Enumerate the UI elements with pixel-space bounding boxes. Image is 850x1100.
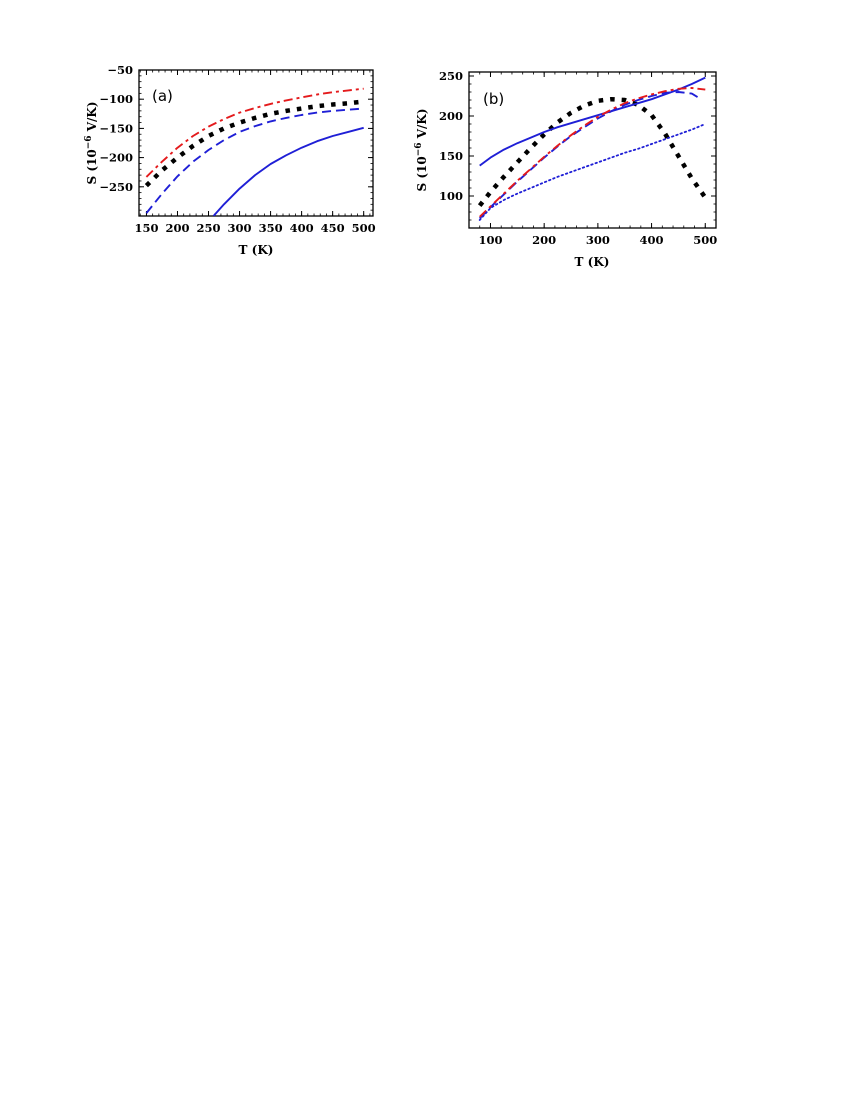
y-axis-label-b: S (10−6 V/K) — [414, 108, 429, 191]
x-tick-label-a-4: 350 — [259, 221, 283, 235]
y-tick-label-a-4: −50 — [107, 63, 133, 77]
x-tick-label-a-5: 400 — [290, 221, 314, 235]
x-axis-label-a: T (K) — [239, 243, 274, 257]
plot-frame-b — [468, 71, 717, 229]
y-tick-label-a-1: −200 — [99, 151, 133, 165]
series-line-b-0 — [477, 96, 708, 207]
panel-a: 150 200 250 300 350 400 450 500 −250 −200 −150 −100… — [84, 63, 376, 257]
x-tick-label-b-3: 400 — [640, 233, 664, 247]
y-axis-label-a: S (10−6 V/K) — [84, 101, 99, 184]
x-tick-label-a-2: 250 — [197, 221, 221, 235]
panel-label-b: (b) — [483, 90, 504, 108]
x-axis-label-b: T (K) — [575, 255, 610, 269]
series-line-a-3 — [212, 126, 364, 216]
x-tick-label-b-1: 200 — [532, 233, 556, 247]
series-group-b — [477, 76, 708, 221]
x-tick-label-a-6: 450 — [321, 221, 345, 235]
series-line-b-4 — [478, 123, 707, 221]
y-axis-label-b-tail: V/K) — [415, 108, 429, 142]
y-axis-label-a-tail: V/K) — [85, 101, 99, 135]
series-line-a-1 — [144, 99, 364, 188]
ticks-b: 100 200 300 400 500 100 150 200 250 — [439, 69, 717, 247]
y-axis-label-a-main: S (10 — [85, 149, 99, 184]
series-line-a-0 — [145, 87, 364, 178]
y-tick-label-b-0: 100 — [439, 189, 463, 203]
x-tick-label-a-0: 150 — [134, 221, 158, 235]
y-axis-label-a-sup: −6 — [84, 135, 94, 149]
plot-frame-a — [138, 69, 374, 217]
ticks-a: 150 200 250 300 350 400 450 500 −250 −200 −150 −100… — [99, 63, 375, 235]
x-tick-label-a-1: 200 — [165, 221, 189, 235]
y-tick-label-a-0: −250 — [99, 180, 133, 194]
y-tick-label-a-3: −100 — [99, 92, 133, 106]
x-tick-label-b-2: 300 — [586, 233, 610, 247]
y-axis-label-b-main: S (10 — [415, 156, 429, 191]
x-tick-label-b-4: 500 — [693, 233, 717, 247]
chart-figure: 150 200 250 300 350 400 450 500 −250 −200 −150 −100… — [84, 63, 717, 269]
x-tick-label-b-0: 100 — [478, 233, 502, 247]
y-axis-label-b-sup: −6 — [414, 142, 424, 156]
y-tick-label-b-1: 150 — [439, 149, 463, 163]
panel-b: 100 200 300 400 500 100 150 200 250 (b) T (K) S … — [414, 69, 717, 269]
figure: 150 200 250 300 350 400 450 500 −250 −200 −150 −100… — [0, 0, 850, 300]
y-tick-label-b-3: 250 — [439, 69, 463, 83]
x-tick-label-a-7: 500 — [352, 221, 376, 235]
series-line-b-2 — [479, 91, 701, 220]
series-group-a — [144, 87, 364, 216]
panel-label-a: (a) — [152, 87, 173, 105]
series-line-b-3 — [479, 87, 706, 218]
y-tick-label-a-2: −150 — [99, 121, 133, 135]
series-line-a-2 — [145, 107, 364, 214]
x-tick-label-a-3: 300 — [228, 221, 252, 235]
y-tick-label-b-2: 200 — [439, 109, 463, 123]
